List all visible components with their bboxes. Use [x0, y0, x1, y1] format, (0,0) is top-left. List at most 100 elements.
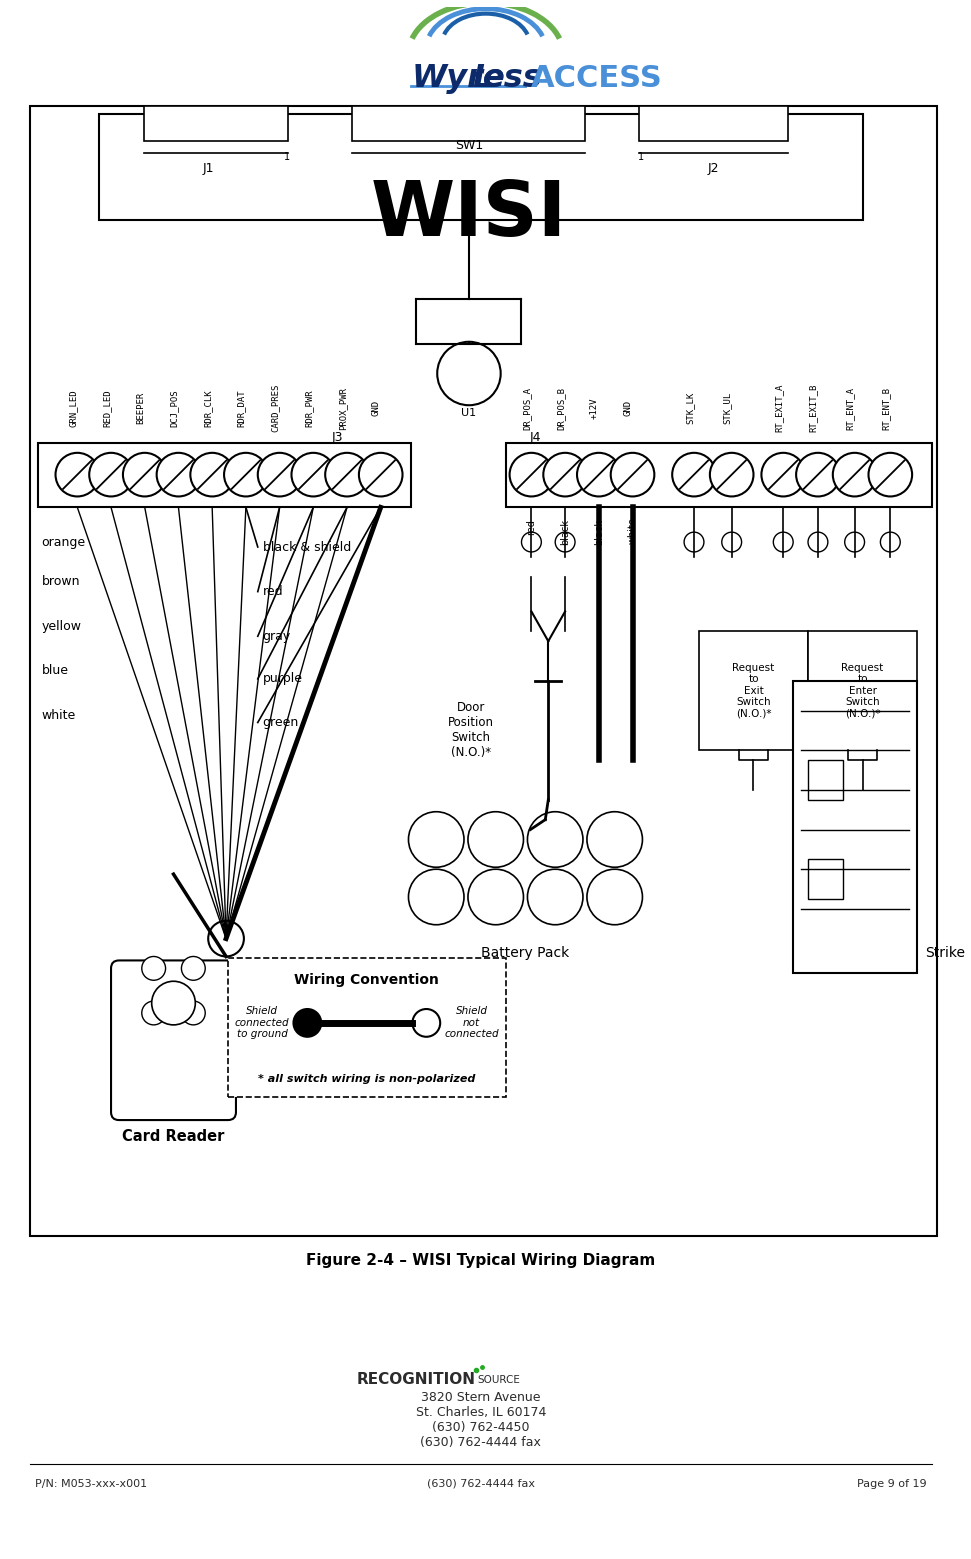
- FancyBboxPatch shape: [111, 960, 236, 1119]
- Circle shape: [761, 452, 805, 496]
- Circle shape: [868, 452, 912, 496]
- Circle shape: [808, 532, 828, 552]
- Text: Page 9 of 19: Page 9 of 19: [857, 1479, 927, 1489]
- Circle shape: [721, 532, 742, 552]
- Circle shape: [527, 870, 583, 924]
- Circle shape: [527, 812, 583, 867]
- Bar: [640, 106, 788, 140]
- Text: purple: purple: [263, 672, 303, 686]
- Text: black: black: [560, 519, 570, 546]
- Bar: [793, 681, 917, 973]
- Circle shape: [468, 812, 523, 867]
- Text: GND: GND: [372, 401, 381, 416]
- Circle shape: [611, 452, 654, 496]
- Text: Figure 2-4 – WISI Typical Wiring Diagram: Figure 2-4 – WISI Typical Wiring Diagram: [306, 1253, 655, 1269]
- Bar: [144, 106, 287, 140]
- Circle shape: [586, 812, 643, 867]
- Circle shape: [845, 532, 864, 552]
- Text: RDR_CLK: RDR_CLK: [203, 390, 213, 427]
- Text: green: green: [263, 716, 299, 730]
- Text: RDR_DAT: RDR_DAT: [237, 390, 246, 427]
- Text: Wiring Convention: Wiring Convention: [294, 973, 439, 987]
- Text: L: L: [472, 62, 492, 94]
- Circle shape: [359, 452, 403, 496]
- Bar: [352, 106, 585, 140]
- Circle shape: [142, 957, 166, 981]
- Text: Door
Position
Switch
(N.O.)*: Door Position Switch (N.O.)*: [448, 700, 494, 759]
- Text: SW1: SW1: [454, 139, 484, 151]
- Text: Request
to
Exit
Switch
(N.O.)*: Request to Exit Switch (N.O.)*: [732, 663, 775, 719]
- Text: RT_ENT_B: RT_ENT_B: [882, 387, 890, 430]
- Circle shape: [257, 452, 301, 496]
- Circle shape: [156, 452, 200, 496]
- Text: white: white: [627, 516, 638, 544]
- Text: red: red: [263, 585, 284, 599]
- Text: (630) 762-4444 fax: (630) 762-4444 fax: [427, 1479, 535, 1489]
- Text: Card Reader: Card Reader: [122, 1129, 224, 1144]
- Circle shape: [182, 957, 205, 981]
- Bar: [228, 959, 506, 1098]
- Circle shape: [413, 1009, 440, 1037]
- Bar: [808, 761, 843, 800]
- Text: GND: GND: [623, 401, 632, 416]
- Text: 1: 1: [638, 153, 645, 162]
- Circle shape: [123, 452, 167, 496]
- Text: black & shield: black & shield: [263, 541, 351, 553]
- Bar: [506, 443, 932, 507]
- Bar: [30, 106, 937, 1236]
- Circle shape: [710, 452, 753, 496]
- Text: DR_POS_A: DR_POS_A: [522, 387, 531, 430]
- Text: Shield
not
connected: Shield not connected: [444, 1006, 499, 1040]
- Text: GRN_LED: GRN_LED: [68, 390, 78, 427]
- Text: U1: U1: [461, 408, 477, 418]
- Circle shape: [325, 452, 369, 496]
- Circle shape: [685, 532, 704, 552]
- Circle shape: [881, 532, 900, 552]
- Circle shape: [468, 870, 523, 924]
- Circle shape: [291, 452, 335, 496]
- Text: Wyre: Wyre: [412, 62, 505, 94]
- Circle shape: [577, 452, 620, 496]
- Text: gray: gray: [263, 630, 291, 642]
- Text: RT_EXIT_A: RT_EXIT_A: [774, 384, 784, 432]
- Text: Shield
connected
to ground: Shield connected to ground: [235, 1006, 289, 1040]
- Text: ACCESS: ACCESS: [530, 64, 662, 92]
- Circle shape: [208, 921, 244, 957]
- Text: * all switch wiring is non-polarized: * all switch wiring is non-polarized: [258, 1074, 476, 1085]
- Text: RT_EXIT_B: RT_EXIT_B: [809, 384, 818, 432]
- Bar: [808, 859, 843, 900]
- Circle shape: [672, 452, 716, 496]
- Text: (630) 762-4450: (630) 762-4450: [432, 1420, 529, 1434]
- Circle shape: [796, 452, 840, 496]
- Circle shape: [224, 452, 268, 496]
- Circle shape: [142, 1001, 166, 1024]
- Circle shape: [555, 532, 575, 552]
- Circle shape: [773, 532, 793, 552]
- Text: RED_LED: RED_LED: [102, 390, 111, 427]
- Text: 1: 1: [284, 153, 289, 162]
- Circle shape: [437, 341, 501, 405]
- Text: BEEPER: BEEPER: [136, 391, 145, 424]
- Circle shape: [833, 452, 877, 496]
- Text: red: red: [526, 519, 536, 535]
- Text: black: black: [594, 519, 604, 546]
- Circle shape: [293, 1009, 321, 1037]
- Bar: [699, 631, 808, 750]
- Text: J3: J3: [331, 432, 343, 444]
- Text: Request
to
Enter
Switch
(N.O.)*: Request to Enter Switch (N.O.)*: [842, 663, 884, 719]
- Circle shape: [89, 452, 133, 496]
- Text: J1: J1: [202, 162, 214, 175]
- Text: PROX_PWR: PROX_PWR: [338, 387, 347, 430]
- Text: 3820 Stern Avenue: 3820 Stern Avenue: [421, 1391, 541, 1405]
- Bar: [38, 443, 412, 507]
- Text: (630) 762-4444 fax: (630) 762-4444 fax: [420, 1436, 541, 1448]
- Text: Battery Pack: Battery Pack: [482, 946, 570, 960]
- Text: ess: ess: [483, 62, 543, 94]
- Circle shape: [190, 452, 234, 496]
- Text: SOURCE: SOURCE: [478, 1375, 520, 1384]
- Text: J2: J2: [708, 162, 720, 175]
- Text: STK_UL: STK_UL: [722, 391, 732, 424]
- Text: yellow: yellow: [42, 620, 82, 633]
- Circle shape: [55, 452, 99, 496]
- Text: DCJ_POS: DCJ_POS: [170, 390, 179, 427]
